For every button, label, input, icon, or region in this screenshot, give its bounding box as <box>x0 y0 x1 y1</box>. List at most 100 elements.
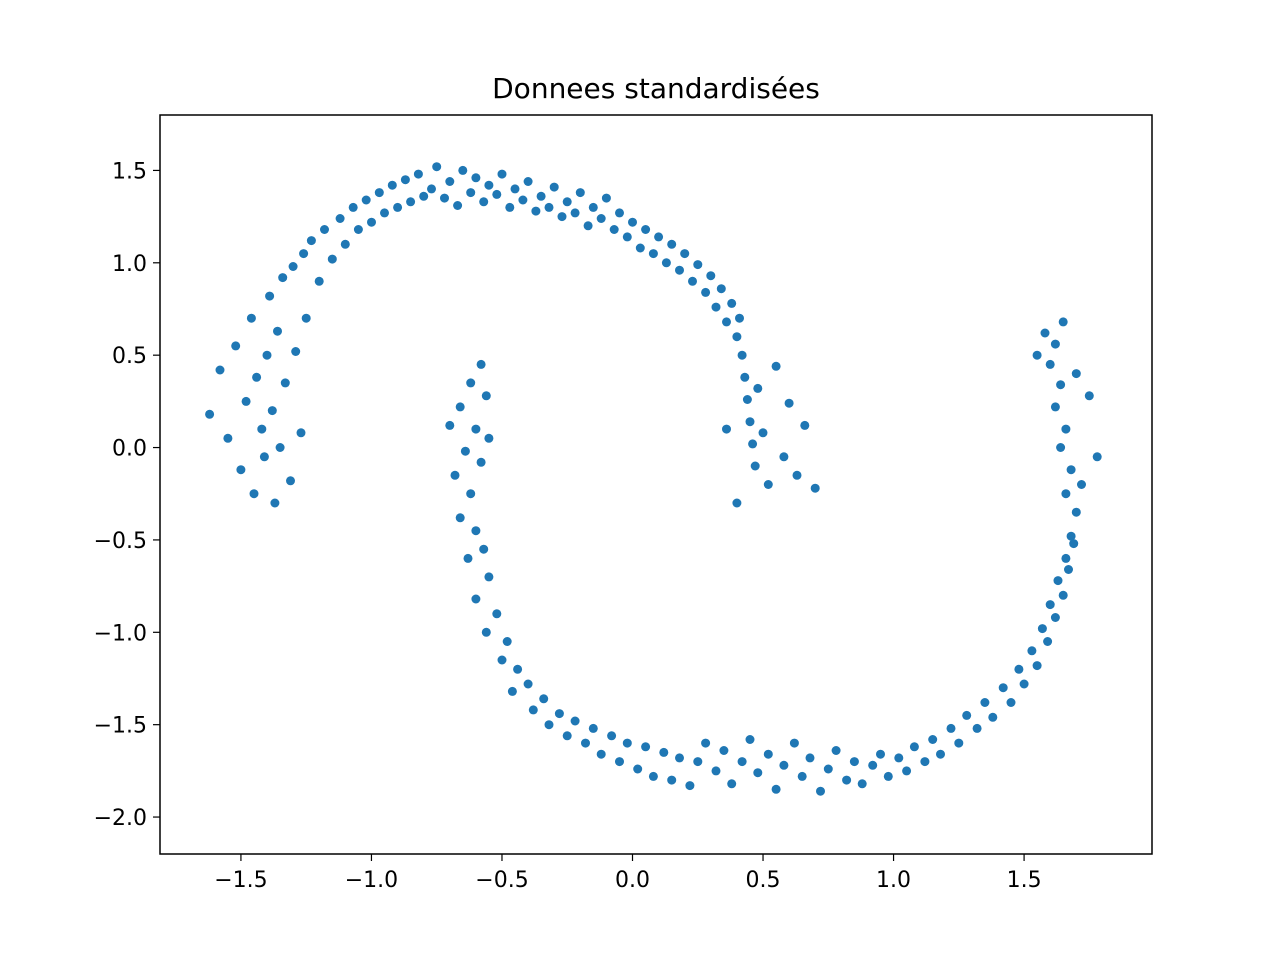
data-point <box>628 217 637 227</box>
data-point <box>252 372 262 382</box>
y-tick-label: 1.0 <box>112 252 147 277</box>
data-point <box>601 193 611 203</box>
data-point <box>763 480 773 489</box>
data-point <box>257 424 267 434</box>
data-point <box>753 768 763 778</box>
data-point <box>419 191 429 201</box>
data-point <box>387 180 397 190</box>
data-point <box>596 749 606 759</box>
data-point <box>675 265 684 275</box>
data-point <box>1027 646 1037 656</box>
data-point <box>471 526 481 536</box>
data-point <box>745 735 755 744</box>
data-point <box>735 313 744 323</box>
data-point <box>722 424 731 434</box>
data-point <box>265 291 275 301</box>
data-point <box>1066 531 1076 541</box>
data-point <box>771 784 781 794</box>
data-point <box>693 757 703 767</box>
data-point <box>1056 380 1066 390</box>
data-point <box>246 313 256 323</box>
data-point <box>458 165 468 175</box>
data-point <box>980 698 990 707</box>
data-point <box>954 738 964 748</box>
chart-title: Donnees standardisées <box>492 72 820 105</box>
data-point <box>675 753 684 763</box>
data-point <box>453 201 463 210</box>
data-point <box>570 208 580 218</box>
y-tick-label: 0.0 <box>112 437 147 462</box>
data-point <box>667 239 677 249</box>
data-point <box>680 249 690 259</box>
data-point <box>816 786 825 796</box>
data-point <box>1077 480 1086 489</box>
data-point <box>497 655 507 665</box>
data-point <box>471 594 481 604</box>
data-point <box>615 208 624 218</box>
data-point <box>685 781 695 791</box>
data-point <box>748 439 758 449</box>
data-point <box>481 391 491 401</box>
x-tick-label: 0.5 <box>746 868 781 893</box>
data-point <box>928 735 938 744</box>
data-point <box>450 470 460 480</box>
data-point <box>706 271 716 281</box>
data-point <box>327 254 337 264</box>
data-point <box>223 433 233 443</box>
data-point <box>518 195 528 205</box>
data-point <box>348 202 358 212</box>
data-point <box>909 742 919 752</box>
data-point <box>868 760 878 770</box>
x-tick-label: −1.0 <box>345 868 398 893</box>
data-point <box>737 350 747 360</box>
data-point <box>742 395 752 404</box>
data-point <box>701 287 711 297</box>
data-point <box>278 273 288 283</box>
data-point <box>1050 339 1060 349</box>
data-point <box>711 302 721 312</box>
data-point <box>972 723 982 733</box>
data-point <box>648 771 658 781</box>
data-point <box>737 757 747 767</box>
data-point <box>432 162 442 172</box>
data-point <box>492 189 502 199</box>
data-point <box>523 177 533 186</box>
data-point <box>1050 402 1060 412</box>
data-point <box>427 184 436 194</box>
data-point <box>849 757 859 767</box>
data-point <box>1045 600 1055 610</box>
data-point <box>1092 452 1102 462</box>
data-point <box>455 513 465 523</box>
data-point <box>528 705 538 715</box>
data-point <box>507 686 517 696</box>
data-point <box>262 350 272 360</box>
data-point <box>270 498 280 508</box>
data-point <box>361 195 371 205</box>
data-point <box>466 378 476 388</box>
data-point <box>693 260 703 270</box>
data-point <box>622 738 632 748</box>
data-point <box>797 771 807 781</box>
data-point <box>635 243 645 253</box>
data-point <box>1043 637 1053 646</box>
data-point <box>286 476 295 486</box>
data-point <box>1061 424 1071 434</box>
x-tick-label: 0.0 <box>615 868 650 893</box>
data-point <box>607 731 617 741</box>
data-point <box>732 332 742 342</box>
data-point <box>445 177 455 186</box>
data-point <box>513 664 523 674</box>
data-point <box>484 180 494 190</box>
y-tick-label: −1.0 <box>94 621 147 646</box>
data-point <box>727 779 737 789</box>
data-point <box>753 383 763 393</box>
data-point <box>779 760 789 770</box>
data-point <box>440 193 449 203</box>
data-point <box>296 428 306 438</box>
data-point <box>335 214 345 223</box>
data-point <box>588 202 598 212</box>
data-point <box>531 206 541 216</box>
data-point <box>633 764 643 774</box>
data-point <box>291 347 301 356</box>
